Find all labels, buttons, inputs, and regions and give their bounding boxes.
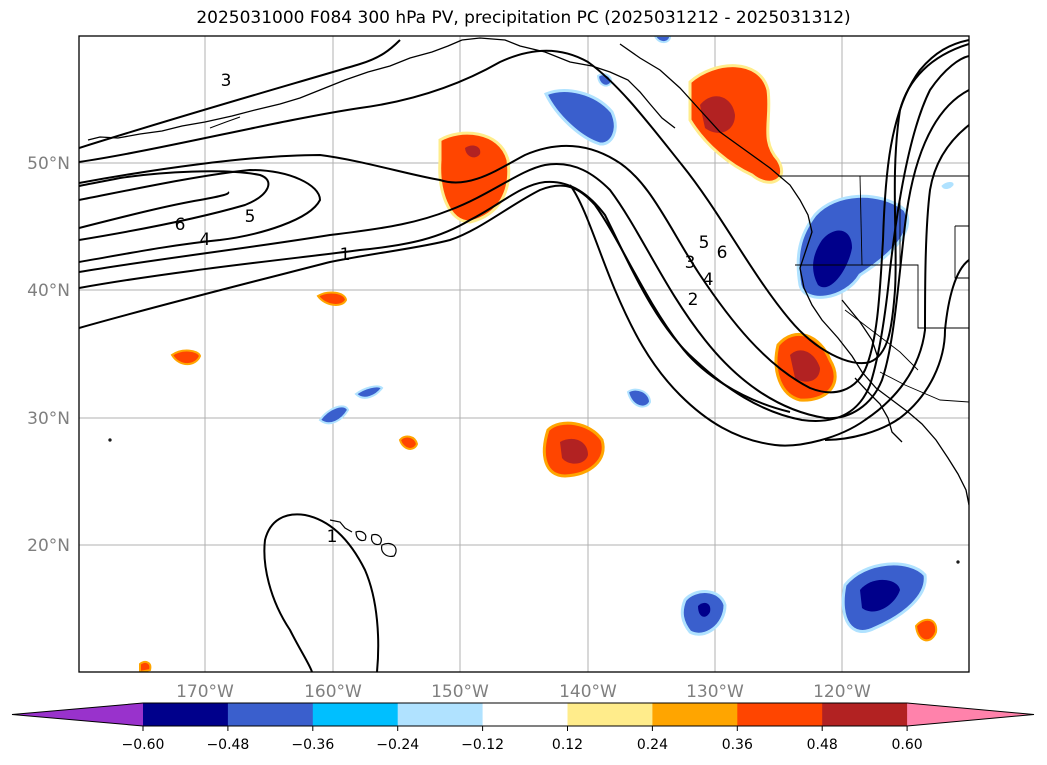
contour-label: 1 [327, 527, 338, 547]
colorbar-tick-label: −0.60 [122, 737, 165, 753]
colorbar-segment [143, 703, 229, 726]
contour-label: 5 [245, 207, 256, 227]
colorbar-segment [737, 703, 823, 726]
contour-label: 1 [340, 245, 351, 265]
precip-blob-positive [316, 291, 348, 306]
precip-blob-positive [914, 618, 938, 642]
graticule [79, 36, 969, 672]
islands [108, 438, 960, 564]
precip-blob-negative [653, 36, 672, 43]
precip-blob-negative [543, 89, 617, 146]
lon-label: 130°W [686, 682, 744, 702]
contour-label: 6 [717, 243, 728, 263]
map-title: 2025031000 F084 300 hPa PV, precipitatio… [196, 8, 851, 28]
colorbar-segment [227, 703, 314, 726]
longitude-labels: 170°W 160°W 150°W 140°W 130°W 120°W [176, 682, 871, 702]
lat-label: 20°N [27, 536, 70, 556]
precip-blob-positive-core [560, 438, 588, 464]
precip-blob-negative-core [813, 230, 852, 288]
precip-blob-positive [139, 661, 152, 672]
colorbar-tick-label: 0.60 [892, 737, 923, 753]
latitude-labels: 50°N 40°N 30°N 20°N [27, 154, 70, 556]
political-borders [778, 175, 969, 403]
colorbar-tick-label: −0.36 [291, 737, 334, 753]
colorbar-segment [652, 703, 738, 726]
colorbar-segment [567, 703, 653, 726]
contour-label: 3 [221, 71, 232, 91]
colorbar-extend-max [907, 703, 1034, 726]
pv-contours [79, 39, 969, 672]
contour-label: 5 [699, 233, 710, 253]
contour-label: 2 [688, 290, 699, 310]
precip-blob-negative [354, 385, 384, 399]
contour-label: 4 [703, 270, 714, 290]
lat-label: 50°N [27, 154, 70, 174]
precip-blob-positive-core [700, 96, 735, 133]
precip-blob-positive-core [465, 145, 481, 158]
colorbar-segment [822, 703, 908, 726]
precip-blob-negative [796, 194, 909, 299]
map-frame [78, 35, 970, 673]
colorbar-tick-label: −0.48 [206, 737, 249, 753]
colorbar-tick-label: 0.24 [637, 737, 668, 753]
lon-label: 170°W [176, 682, 234, 702]
lon-label: 120°W [813, 682, 871, 702]
precip-blob-positive [688, 64, 784, 184]
contour-labels: 3 6 5 4 1 5 6 3 4 2 1 [175, 71, 728, 547]
colorbar-tick-label: 0.48 [807, 737, 838, 753]
colorbar-extend-min [12, 703, 143, 726]
colorbar-tick-label: 0.12 [552, 737, 583, 753]
precip-blob-negative [941, 182, 954, 189]
colorbar-tick-label: −0.24 [376, 737, 419, 753]
lat-label: 40°N [27, 281, 70, 301]
contour-label: 3 [685, 253, 696, 273]
precip-blob-positive [170, 349, 202, 366]
precip-blob-negative-core [698, 602, 711, 617]
contour-label: 6 [175, 215, 186, 235]
lat-label: 30°N [27, 409, 70, 429]
colorbar-segment [397, 703, 484, 726]
colorbar: −0.60 −0.48 −0.36 −0.24 −0.12 0.12 0.24 0.36 0.4… [11, 702, 1035, 753]
precip-blob-negative [626, 388, 652, 408]
precip-blob-positive [398, 435, 419, 450]
lon-label: 160°W [304, 682, 362, 702]
lon-label: 150°W [431, 682, 489, 702]
precip-blob-negative [318, 405, 350, 425]
colorbar-tick-label: 0.36 [722, 737, 753, 753]
colorbar-segment [312, 703, 399, 726]
precip-blob-positive-core [790, 350, 820, 382]
precip-blob-negative-core [860, 579, 900, 612]
colorbar-segment [482, 703, 568, 726]
colorbar-tick-label: −0.12 [461, 737, 504, 753]
lon-label: 140°W [559, 682, 617, 702]
contour-label: 4 [200, 230, 211, 250]
